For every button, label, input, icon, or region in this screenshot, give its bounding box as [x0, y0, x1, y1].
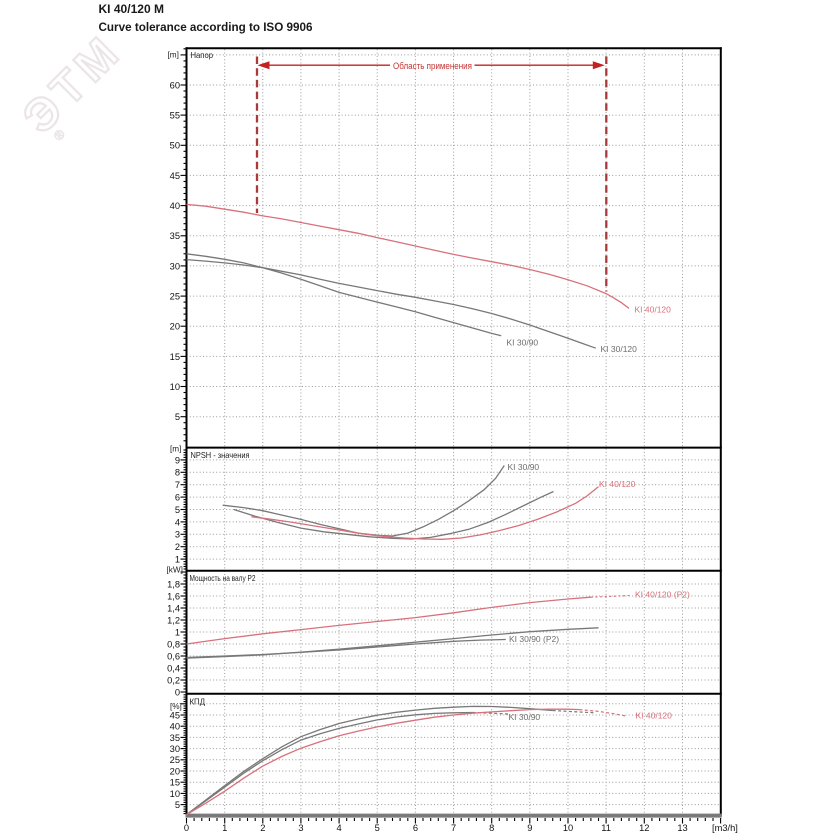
svg-text:7: 7 — [451, 823, 456, 833]
svg-text:10: 10 — [170, 382, 180, 392]
svg-text:11: 11 — [601, 823, 611, 833]
svg-text:5: 5 — [175, 412, 180, 422]
svg-text:20: 20 — [170, 322, 180, 332]
svg-text:9: 9 — [527, 823, 532, 833]
svg-text:25: 25 — [170, 755, 180, 765]
svg-text:Мощность на валу P2: Мощность на валу P2 — [190, 574, 256, 583]
svg-text:35: 35 — [170, 733, 180, 743]
svg-text:4: 4 — [337, 823, 342, 833]
svg-text:Curve tolerance according to I: Curve tolerance according to ISO 9906 — [99, 20, 313, 34]
svg-text:5: 5 — [175, 800, 180, 810]
svg-text:KI 30/120: KI 30/120 — [601, 344, 638, 354]
svg-text:1,2: 1,2 — [167, 615, 180, 625]
svg-text:10: 10 — [170, 789, 180, 799]
svg-text:1,4: 1,4 — [167, 603, 180, 613]
svg-text:0,2: 0,2 — [167, 675, 180, 685]
svg-text:1: 1 — [222, 823, 227, 833]
svg-text:60: 60 — [170, 80, 180, 90]
svg-text:30: 30 — [170, 261, 180, 271]
svg-text:5: 5 — [175, 505, 180, 515]
svg-text:KI 30/90 (P2): KI 30/90 (P2) — [509, 634, 559, 644]
svg-text:45: 45 — [170, 710, 180, 720]
svg-text:25: 25 — [170, 291, 180, 301]
svg-text:35: 35 — [170, 231, 180, 241]
svg-text:3: 3 — [298, 823, 303, 833]
svg-text:40: 40 — [170, 201, 180, 211]
svg-text:3: 3 — [175, 530, 180, 540]
svg-text:1: 1 — [175, 627, 180, 637]
svg-text:20: 20 — [170, 766, 180, 776]
svg-text:KI 40/120: KI 40/120 — [635, 305, 672, 315]
svg-text:[m3/h]: [m3/h] — [712, 823, 738, 833]
svg-text:40: 40 — [170, 722, 180, 732]
svg-text:KI 40/120 (P2): KI 40/120 (P2) — [635, 590, 690, 600]
svg-text:0: 0 — [175, 687, 180, 697]
svg-text:Напор: Напор — [191, 51, 214, 60]
svg-text:13: 13 — [677, 823, 687, 833]
svg-text:[m]: [m] — [168, 50, 179, 59]
svg-text:2: 2 — [260, 823, 265, 833]
svg-text:5: 5 — [375, 823, 380, 833]
svg-text:2: 2 — [175, 542, 180, 552]
svg-text:Область применения: Область применения — [393, 61, 472, 71]
svg-text:55: 55 — [170, 111, 180, 121]
svg-text:[kW]: [kW] — [167, 565, 183, 574]
svg-text:9: 9 — [175, 455, 180, 465]
svg-text:1: 1 — [175, 555, 180, 565]
svg-text:4: 4 — [175, 517, 180, 527]
svg-text:7: 7 — [175, 480, 180, 490]
svg-text:8: 8 — [489, 823, 494, 833]
svg-text:30: 30 — [170, 744, 180, 754]
svg-text:0,4: 0,4 — [167, 663, 180, 673]
svg-text:6: 6 — [413, 823, 418, 833]
svg-text:1,8: 1,8 — [167, 579, 180, 589]
svg-text:8: 8 — [175, 468, 180, 478]
svg-text:KI 30/90: KI 30/90 — [508, 462, 540, 472]
svg-text:15: 15 — [170, 352, 180, 362]
svg-text:KI 30/90: KI 30/90 — [507, 338, 539, 348]
svg-text:KI 30/90: KI 30/90 — [509, 712, 541, 722]
svg-text:12: 12 — [639, 823, 649, 833]
svg-text:45: 45 — [170, 171, 180, 181]
svg-text:1,6: 1,6 — [167, 591, 180, 601]
svg-text:[m]: [m] — [170, 444, 181, 453]
svg-text:KI 40/120 M: KI 40/120 M — [99, 2, 165, 16]
svg-text:15: 15 — [170, 778, 180, 788]
svg-text:KI 40/120: KI 40/120 — [636, 711, 673, 721]
svg-text:6: 6 — [175, 493, 180, 503]
svg-text:50: 50 — [170, 141, 180, 151]
svg-text:0,8: 0,8 — [167, 639, 180, 649]
svg-text:NPSH - значения: NPSH - значения — [191, 451, 250, 460]
svg-text:[%]: [%] — [170, 702, 182, 711]
svg-text:10: 10 — [563, 823, 573, 833]
svg-text:0,6: 0,6 — [167, 651, 180, 661]
svg-text:0: 0 — [184, 823, 189, 833]
svg-text:КПД: КПД — [190, 697, 206, 706]
svg-text:KI 40/120: KI 40/120 — [599, 479, 636, 489]
